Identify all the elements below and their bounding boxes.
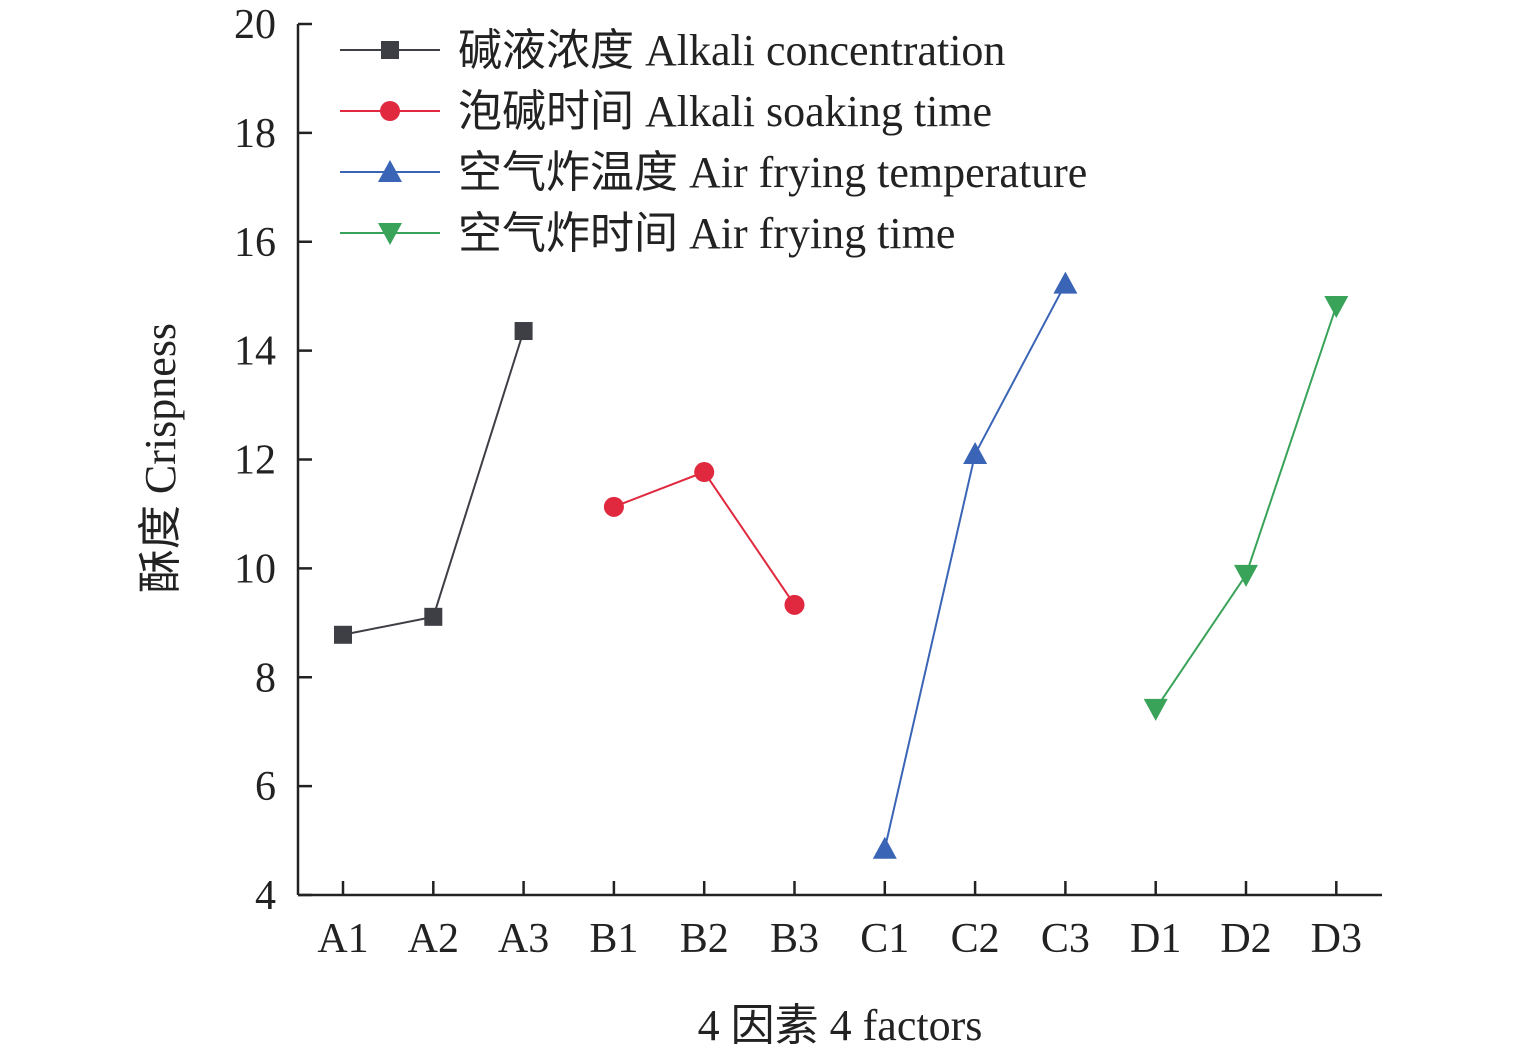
legend-label: 泡碱时间 Alkali soaking time (458, 87, 992, 136)
series-line (883, 283, 1067, 849)
series-line (613, 470, 796, 606)
x-tick-label: D1 (1130, 916, 1181, 962)
y-tick-label: 12 (234, 438, 276, 484)
data-point (694, 462, 715, 483)
y-tick-label: 8 (255, 655, 276, 701)
legend-marker (381, 41, 399, 59)
legend-label: 碱液浓度 Alkali concentration (458, 26, 1005, 75)
legend-label: 空气炸时间 Air frying time (458, 209, 955, 258)
x-tick-label: B3 (770, 916, 819, 962)
data-point (784, 594, 805, 615)
data-point (1324, 295, 1349, 318)
x-tick-label: B1 (589, 916, 638, 962)
y-tick-label: 20 (234, 2, 276, 48)
legend-marker (380, 101, 400, 121)
series-1 (334, 322, 533, 644)
y-tick-label: 6 (255, 764, 276, 810)
legend-marker (378, 160, 402, 182)
series-2 (603, 462, 805, 615)
data-point (1053, 271, 1078, 294)
legend-item: 泡碱时间 Alkali soaking time (340, 87, 992, 136)
x-tick-label: A1 (317, 916, 368, 962)
x-tick-label: A3 (498, 916, 549, 962)
y-axis-title: 酥度 Crispness (136, 323, 185, 593)
y-tick-label: 10 (234, 546, 276, 592)
legend-marker (378, 223, 402, 245)
x-axis-title: 4 因素 4 factors (698, 1001, 983, 1050)
legend: 碱液浓度 Alkali concentration 泡碱时间 Alkali soa… (340, 26, 1087, 258)
x-tick-label: A2 (408, 916, 459, 962)
x-tick-label: C3 (1041, 916, 1090, 962)
data-point (334, 625, 352, 644)
x-tick-label: D3 (1311, 916, 1362, 962)
series-4 (1143, 295, 1349, 721)
data-point (424, 607, 443, 626)
data-point (963, 442, 988, 465)
y-tick-label: 14 (234, 329, 276, 375)
series-3 (872, 271, 1078, 859)
legend-item: 空气炸温度 Air frying temperature (340, 148, 1087, 197)
data-point (872, 836, 897, 859)
data-point (603, 496, 624, 517)
data-point (1143, 698, 1168, 721)
series-line (342, 330, 525, 636)
x-tick-label: C1 (860, 916, 909, 962)
x-tick-label: B2 (680, 916, 729, 962)
y-tick-label: 18 (234, 111, 276, 157)
axes: 4 6 8 10 12 14 16 18 20 A1 A2 A3 B1 B2 B3 C1 C2 C3 D1 D2 D3 (234, 2, 1382, 962)
data-point (1234, 564, 1258, 587)
series-group (334, 271, 1349, 859)
y-tick-label: 4 (255, 873, 276, 919)
x-tick-label: D2 (1220, 916, 1271, 962)
legend-item: 碱液浓度 Alkali concentration (340, 26, 1005, 75)
legend-item: 空气炸时间 Air frying time (340, 209, 955, 258)
series-line (1154, 305, 1338, 710)
legend-label: 空气炸温度 Air frying temperature (458, 148, 1087, 197)
y-tick-label: 16 (234, 220, 276, 266)
x-tick-label: C2 (951, 916, 1000, 962)
data-point (514, 322, 533, 341)
